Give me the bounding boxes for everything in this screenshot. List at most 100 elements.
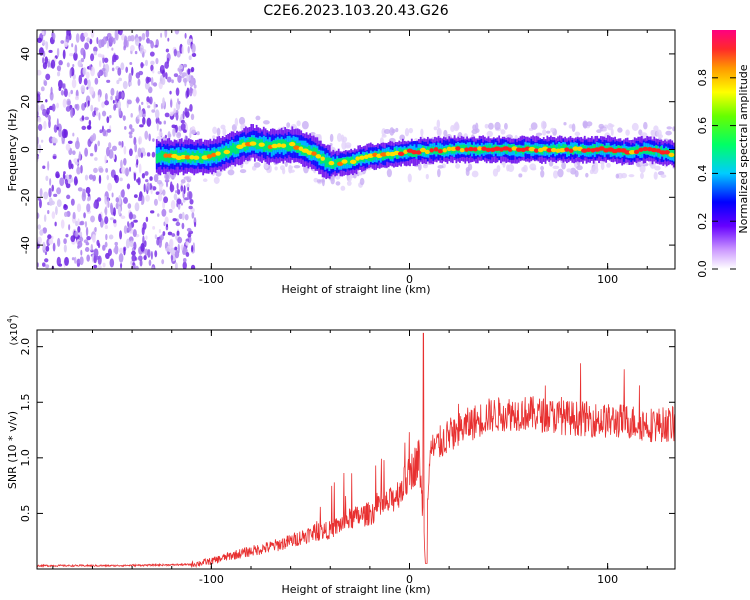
ridge-core: [223, 149, 231, 155]
noise-speck: [101, 110, 107, 117]
noise-speck: [86, 203, 91, 213]
noise-speck: [66, 62, 70, 68]
noise-speck: [70, 176, 74, 183]
noise-speck: [181, 222, 185, 230]
y-tick-label: 0.5: [19, 505, 32, 523]
halo-speck: [172, 127, 176, 137]
halo-speck: [617, 127, 623, 133]
noise-speck: [184, 78, 187, 87]
noise-speck: [111, 47, 114, 51]
halo-speck: [420, 128, 424, 137]
noise-speck: [118, 253, 124, 263]
noise-speck: [130, 35, 135, 42]
noise-speck: [124, 35, 128, 44]
noise-speck: [176, 182, 179, 191]
noise-speck: [93, 46, 98, 53]
noise-speck: [114, 30, 118, 40]
noise-speck: [161, 259, 165, 265]
noise-speck: [70, 235, 76, 243]
noise-speck: [46, 107, 50, 115]
ridge-segment: [348, 157, 351, 165]
noise-speck: [45, 73, 51, 81]
halo-speck: [643, 121, 648, 130]
noise-speck: [72, 63, 75, 68]
noise-speck: [84, 174, 89, 181]
noise-speck: [87, 196, 90, 202]
noise-speck: [151, 266, 155, 269]
noise-speck: [119, 177, 123, 182]
noise-speck: [47, 160, 50, 171]
noise-speck: [94, 143, 98, 153]
noise-speck: [173, 193, 178, 201]
noise-speck: [170, 200, 176, 210]
ridge-core: [349, 159, 357, 165]
halo-speck: [196, 131, 200, 136]
halo-speck: [202, 178, 208, 182]
noise-speck: [144, 81, 150, 90]
noise-speck: [165, 72, 168, 80]
noise-speck: [69, 53, 74, 57]
y-tick-label: 1.0: [19, 449, 32, 467]
noise-speck: [80, 58, 85, 63]
ridge-core: [598, 146, 605, 151]
noise-speck: [169, 90, 172, 95]
noise-speck: [182, 110, 185, 120]
halo-speck: [591, 165, 599, 175]
halo-speck: [535, 132, 543, 136]
noise-speck: [119, 262, 123, 269]
noise-speck: [182, 261, 187, 269]
halo-speck: [284, 161, 288, 167]
noise-speck: [85, 242, 90, 246]
noise-speck: [152, 225, 156, 230]
noise-speck: [134, 50, 138, 55]
noise-speck: [183, 185, 186, 195]
y-tick-label: 40: [19, 47, 32, 61]
halo-speck: [600, 162, 605, 171]
ridge-core: [515, 147, 522, 152]
noise-speck: [187, 68, 191, 75]
noise-speck: [150, 60, 155, 66]
noise-speck: [83, 32, 89, 38]
noise-speck: [157, 213, 160, 217]
noise-speck: [106, 79, 111, 83]
noise-speck: [181, 45, 184, 55]
halo-speck: [557, 168, 564, 178]
noise-speck: [97, 255, 102, 266]
noise-speck: [47, 210, 50, 215]
ridge-core: [258, 142, 265, 147]
noise-speck: [109, 217, 114, 221]
noise-speck: [98, 213, 102, 223]
ridge-segment: [410, 149, 413, 157]
colorbar: [712, 30, 736, 269]
halo-speck: [650, 129, 655, 136]
x-tick-label: 0: [406, 573, 413, 586]
halo-speck: [389, 127, 395, 136]
ridge-core: [485, 147, 492, 153]
ridge-core: [397, 151, 405, 156]
noise-speck: [86, 236, 91, 241]
noise-speck: [129, 240, 134, 248]
noise-speck: [87, 193, 91, 197]
noise-speck: [186, 87, 190, 98]
noise-speck: [165, 247, 170, 252]
ridge-segment: [514, 147, 518, 155]
halo-speck: [585, 172, 589, 178]
noise-speck: [105, 70, 108, 78]
noise-speck: [107, 40, 110, 49]
noise-speck: [140, 200, 144, 206]
noise-speck: [124, 126, 127, 130]
noise-speck: [43, 214, 47, 223]
ridge-core: [558, 147, 567, 153]
noise-speck: [37, 197, 41, 201]
ridge-segment: [231, 143, 235, 153]
ridge-core: [311, 151, 317, 156]
ridge-segment: [289, 141, 292, 152]
noise-speck: [172, 218, 177, 222]
y-tick-label: 1.5: [19, 394, 32, 412]
halo-speck: [437, 164, 444, 169]
ridge-segment: [396, 151, 399, 159]
noise-speck: [93, 248, 99, 258]
noise-speck: [63, 238, 67, 245]
ridge-core: [315, 154, 322, 159]
noise-speck: [113, 219, 117, 224]
